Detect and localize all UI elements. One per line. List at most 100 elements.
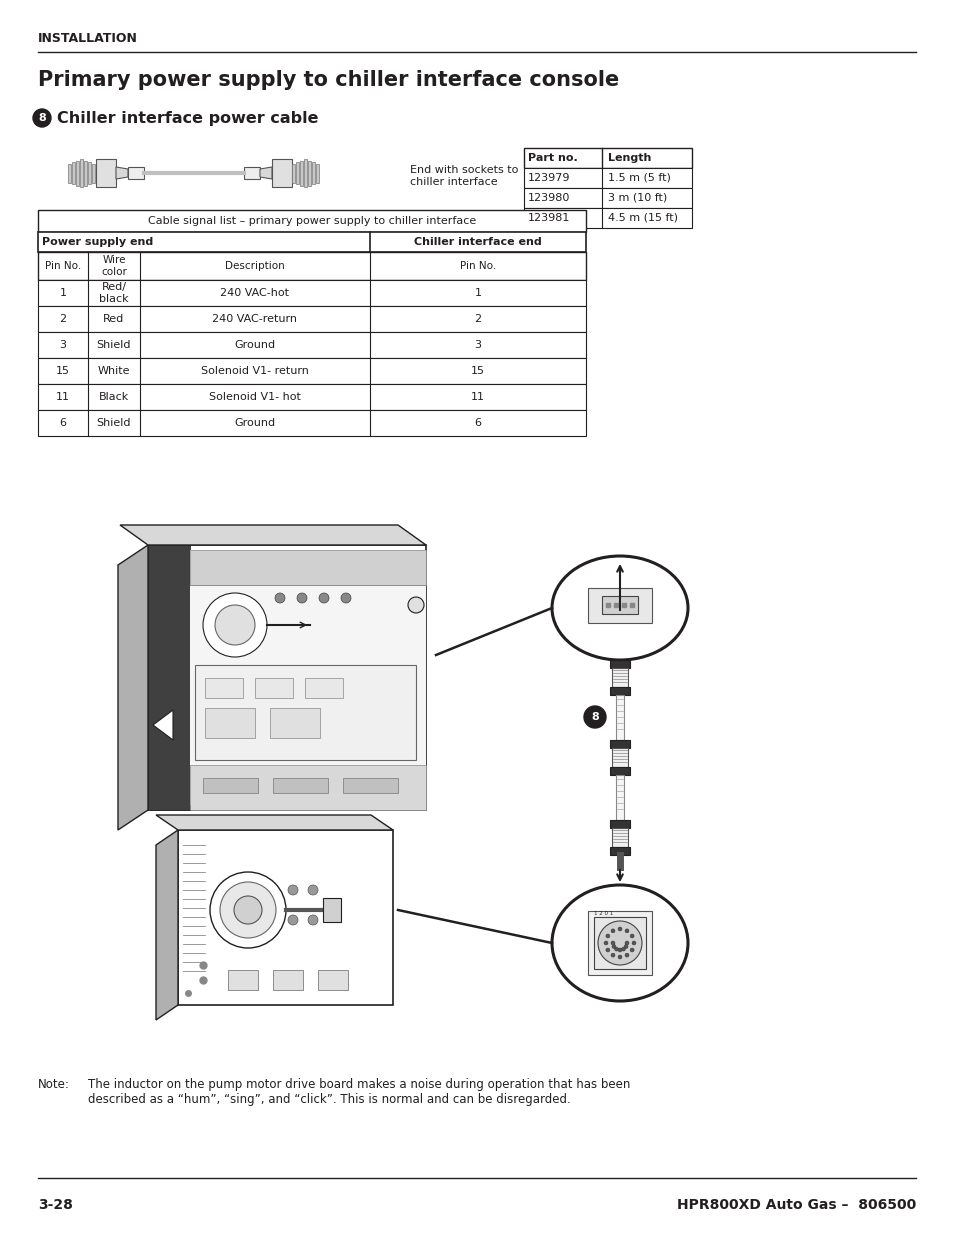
Bar — [587, 588, 651, 622]
Circle shape — [620, 947, 625, 951]
Bar — [616, 776, 623, 820]
Bar — [38, 332, 585, 358]
Text: 2: 2 — [474, 314, 481, 324]
Text: 1: 1 — [59, 288, 67, 298]
Bar — [148, 545, 190, 810]
Bar — [244, 167, 260, 179]
Polygon shape — [156, 815, 393, 830]
Polygon shape — [120, 525, 426, 545]
Text: 8: 8 — [38, 112, 46, 124]
Text: Note:: Note: — [38, 1078, 70, 1091]
Bar — [96, 159, 116, 186]
FancyBboxPatch shape — [304, 159, 307, 186]
Circle shape — [605, 948, 609, 952]
Text: 4.5 m (15 ft): 4.5 m (15 ft) — [607, 212, 678, 224]
Text: Part no.: Part no. — [527, 153, 578, 163]
Circle shape — [610, 941, 615, 945]
Text: 15: 15 — [56, 366, 70, 375]
Ellipse shape — [552, 885, 687, 1002]
Text: Cable signal list – primary power supply to chiller interface: Cable signal list – primary power supply… — [148, 216, 476, 226]
Text: Solenoid V1- return: Solenoid V1- return — [201, 366, 309, 375]
Ellipse shape — [552, 556, 687, 659]
Text: 240 VAC-hot: 240 VAC-hot — [220, 288, 289, 298]
Polygon shape — [260, 167, 272, 179]
Bar — [305, 678, 343, 698]
Bar — [190, 764, 426, 810]
Text: Primary power supply to chiller interface console: Primary power supply to chiller interfac… — [38, 70, 618, 90]
Circle shape — [623, 945, 627, 948]
Text: chiller interface: chiller interface — [410, 177, 497, 186]
Text: 8: 8 — [591, 713, 598, 722]
FancyBboxPatch shape — [71, 162, 75, 184]
Bar — [612, 827, 627, 847]
Circle shape — [598, 921, 641, 965]
Polygon shape — [156, 830, 178, 1020]
Text: 11: 11 — [471, 391, 484, 403]
Bar — [609, 659, 629, 668]
Text: 3: 3 — [474, 340, 481, 350]
Bar — [178, 830, 393, 1005]
Bar — [587, 911, 651, 974]
FancyBboxPatch shape — [88, 162, 91, 184]
Text: The inductor on the pump motor drive board makes a noise during operation that h: The inductor on the pump motor drive boa… — [88, 1078, 630, 1107]
Bar — [523, 207, 691, 228]
Text: 3-28: 3-28 — [38, 1198, 72, 1212]
Circle shape — [288, 915, 297, 925]
Bar — [317, 969, 348, 990]
Bar — [203, 778, 257, 793]
Bar — [38, 280, 585, 306]
Bar — [612, 668, 627, 687]
FancyBboxPatch shape — [84, 161, 87, 185]
Text: Ground: Ground — [234, 417, 275, 429]
Text: Pin No.: Pin No. — [459, 261, 496, 270]
Polygon shape — [118, 545, 148, 830]
Bar — [38, 410, 585, 436]
Bar — [254, 678, 293, 698]
Bar — [616, 695, 623, 740]
Text: INSTALLATION: INSTALLATION — [38, 32, 138, 44]
FancyBboxPatch shape — [299, 161, 303, 185]
FancyBboxPatch shape — [292, 163, 294, 183]
Bar — [609, 740, 629, 748]
Text: 123979: 123979 — [527, 173, 570, 183]
Circle shape — [214, 605, 254, 645]
Text: 11: 11 — [56, 391, 70, 403]
Bar — [38, 232, 585, 252]
Bar — [273, 778, 328, 793]
Text: 3: 3 — [59, 340, 67, 350]
FancyBboxPatch shape — [315, 163, 318, 183]
FancyBboxPatch shape — [308, 161, 311, 185]
Circle shape — [624, 941, 628, 945]
Bar — [190, 550, 426, 585]
Circle shape — [603, 941, 607, 945]
Circle shape — [288, 885, 297, 895]
Text: Pin No.: Pin No. — [45, 261, 81, 270]
Circle shape — [630, 948, 634, 952]
Circle shape — [614, 947, 618, 951]
Circle shape — [631, 941, 636, 945]
Text: Chiller interface end: Chiller interface end — [414, 237, 541, 247]
Text: 123981: 123981 — [527, 212, 570, 224]
FancyBboxPatch shape — [68, 163, 71, 183]
Text: HPR800XD Auto Gas –  806500: HPR800XD Auto Gas – 806500 — [676, 1198, 915, 1212]
Circle shape — [624, 929, 628, 932]
Bar — [609, 767, 629, 776]
Circle shape — [210, 872, 286, 948]
Circle shape — [610, 929, 615, 932]
Bar — [601, 597, 638, 614]
Text: Power supply end: Power supply end — [42, 237, 153, 247]
Text: Red: Red — [103, 314, 125, 324]
Bar — [272, 159, 292, 186]
Text: Length: Length — [607, 153, 651, 163]
Bar — [609, 687, 629, 695]
Bar — [609, 847, 629, 855]
Bar — [612, 748, 627, 767]
Text: 1.5 m (5 ft): 1.5 m (5 ft) — [607, 173, 670, 183]
Bar — [194, 664, 416, 760]
Text: Solenoid V1- hot: Solenoid V1- hot — [209, 391, 300, 403]
FancyBboxPatch shape — [80, 159, 83, 186]
Circle shape — [618, 948, 621, 952]
Circle shape — [408, 597, 423, 613]
Text: Red/
black: Red/ black — [99, 283, 129, 304]
Bar — [523, 188, 691, 207]
